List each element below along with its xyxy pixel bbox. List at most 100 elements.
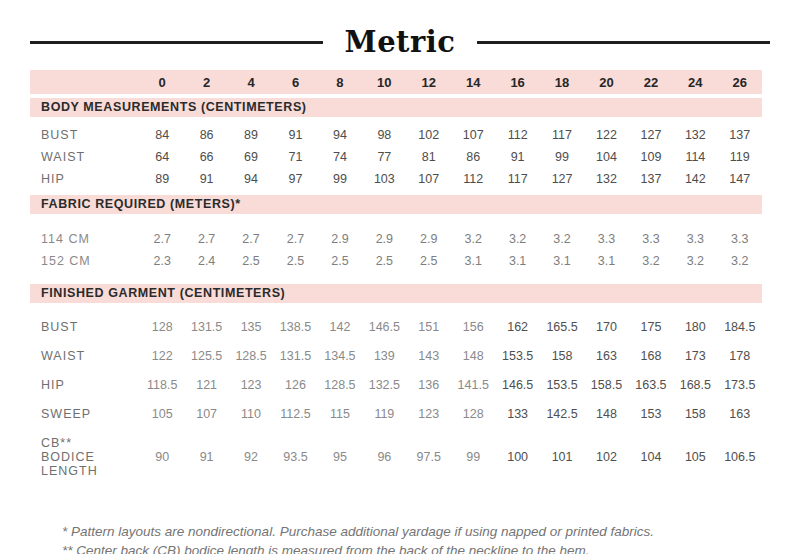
cell-value: 162 (495, 320, 539, 334)
cell-value: 3.2 (495, 232, 539, 246)
cell-value: 146.5 (495, 378, 539, 392)
cell-value: 135 (229, 320, 273, 334)
chart-title-row: Metric (30, 22, 770, 62)
cell-value: 2.9 (407, 232, 451, 246)
cell-value: 128 (140, 320, 184, 334)
section-rows: BUST128131.5135138.5142146.5151156162165… (30, 312, 762, 486)
section-heading: BODY MEASUREMENTS (CENTIMETERS) (30, 98, 762, 117)
cell-value: 66 (184, 150, 228, 164)
cell-value: 117 (540, 128, 584, 142)
cell-value: 112 (495, 128, 539, 142)
cell-value: 3.3 (718, 232, 762, 246)
row-label: CB**BODICELENGTH (30, 436, 140, 478)
cell-value: 3.1 (540, 254, 584, 268)
cell-value: 102 (407, 128, 451, 142)
cell-value: 114 (673, 150, 717, 164)
size-col-header: 2 (184, 75, 228, 90)
cell-value: 2.7 (184, 232, 228, 246)
cell-value: 89 (229, 128, 273, 142)
cell-value: 127 (540, 172, 584, 186)
cell-value: 127 (629, 128, 673, 142)
cell-value: 180 (673, 320, 717, 334)
cell-value: 2.7 (140, 232, 184, 246)
measurement-row: CB**BODICELENGTH90919293.5959697.5991001… (30, 428, 762, 486)
cell-value: 104 (629, 450, 673, 464)
cell-value: 3.3 (584, 232, 628, 246)
cell-value: 117 (495, 172, 539, 186)
cell-value: 107 (407, 172, 451, 186)
size-col-header: 22 (629, 75, 673, 90)
cell-value: 132 (673, 128, 717, 142)
cell-value: 178 (718, 349, 762, 363)
section-heading: FINISHED GARMENT (CENTIMETERS) (30, 284, 762, 303)
cell-value: 90 (140, 450, 184, 464)
measurement-row: WAIST64666971747781869199104109114119 (30, 146, 762, 168)
cell-value: 2.5 (273, 254, 317, 268)
table-body: BODY MEASUREMENTS (CENTIMETERS)BUST84868… (30, 98, 762, 486)
cell-value: 84 (140, 128, 184, 142)
row-label: HIP (30, 378, 140, 392)
size-chart-page: Metric 02468101214161820222426 BODY MEAS… (0, 0, 800, 554)
measurement-row: WAIST122125.5128.5131.5134.5139143148153… (30, 341, 762, 370)
cell-value: 3.1 (495, 254, 539, 268)
footnotes: * Pattern layouts are nondirectional. Pu… (62, 522, 800, 554)
cell-value: 128.5 (318, 378, 362, 392)
cell-value: 141.5 (451, 378, 495, 392)
table-section: FINISHED GARMENT (CENTIMETERS)BUST128131… (30, 284, 762, 486)
cell-value: 91 (184, 172, 228, 186)
cell-value: 3.2 (451, 232, 495, 246)
cell-value: 146.5 (362, 320, 406, 334)
cell-value: 132 (584, 172, 628, 186)
cell-value: 92 (229, 450, 273, 464)
cell-value: 3.2 (673, 254, 717, 268)
cell-value: 2.9 (362, 232, 406, 246)
cell-value: 131.5 (273, 349, 317, 363)
cell-value: 101 (540, 450, 584, 464)
cell-value: 151 (407, 320, 451, 334)
cell-value: 156 (451, 320, 495, 334)
cell-value: 86 (451, 150, 495, 164)
cell-value: 3.1 (584, 254, 628, 268)
cell-value: 2.5 (407, 254, 451, 268)
measurement-row: HIP8991949799103107112117127132137142147 (30, 168, 762, 190)
size-header-row: 02468101214161820222426 (30, 70, 762, 94)
cell-value: 107 (451, 128, 495, 142)
cell-value: 91 (495, 150, 539, 164)
cell-value: 2.5 (362, 254, 406, 268)
cell-value: 97.5 (407, 450, 451, 464)
cell-value: 81 (407, 150, 451, 164)
measurement-row: 152 CM2.32.42.52.52.52.52.53.13.13.13.13… (30, 250, 762, 272)
row-label: 152 CM (30, 254, 140, 268)
size-col-header: 6 (273, 75, 317, 90)
cell-value: 112.5 (273, 407, 317, 421)
cell-value: 136 (407, 378, 451, 392)
cell-value: 3.2 (629, 254, 673, 268)
size-col-header: 0 (140, 75, 184, 90)
cell-value: 95 (318, 450, 362, 464)
cell-value: 163 (584, 349, 628, 363)
cell-value: 100 (495, 450, 539, 464)
cell-value: 74 (318, 150, 362, 164)
cell-value: 147 (718, 172, 762, 186)
cell-value: 153 (629, 407, 673, 421)
size-col-header: 4 (229, 75, 273, 90)
row-label: SWEEP (30, 407, 140, 421)
cell-value: 123 (229, 378, 273, 392)
cell-value: 91 (273, 128, 317, 142)
cell-value: 118.5 (140, 378, 184, 392)
cell-value: 105 (673, 450, 717, 464)
cell-value: 165.5 (540, 320, 584, 334)
cell-value: 105 (140, 407, 184, 421)
cell-value: 2.4 (184, 254, 228, 268)
cell-value: 137 (629, 172, 673, 186)
cell-value: 77 (362, 150, 406, 164)
cell-value: 173.5 (718, 378, 762, 392)
page-title: Metric (345, 22, 456, 62)
cell-value: 96 (362, 450, 406, 464)
cell-value: 2.9 (318, 232, 362, 246)
title-rule-left (30, 41, 323, 44)
cell-value: 158 (673, 407, 717, 421)
row-label: BUST (30, 128, 140, 142)
cell-value: 163 (718, 407, 762, 421)
cell-value: 2.5 (229, 254, 273, 268)
